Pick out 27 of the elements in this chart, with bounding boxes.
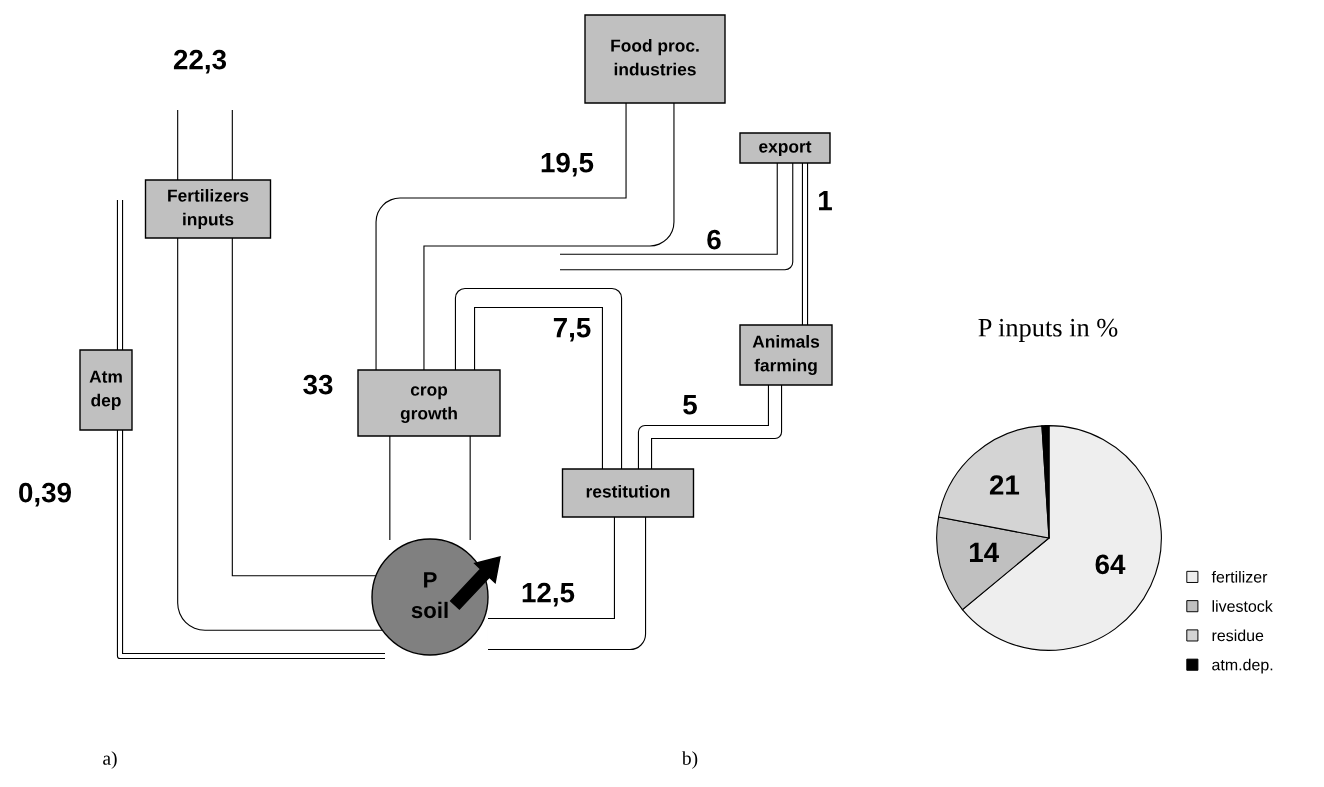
text: 19,5 xyxy=(541,152,594,177)
text: 33 xyxy=(303,374,333,395)
legend-label: residue xyxy=(1212,629,1264,642)
text: P soil xyxy=(411,572,448,619)
text: 22,3 xyxy=(173,49,227,74)
text: 1 xyxy=(819,191,832,211)
chart-title: P inputs in % xyxy=(978,318,1118,342)
text: export xyxy=(759,141,812,157)
text: 0,39 xyxy=(19,482,71,507)
text: Animals farming xyxy=(752,335,820,375)
text: Food proc. industries xyxy=(611,39,699,76)
legend-label: livestock xyxy=(1212,600,1273,612)
data-label: 64 xyxy=(1095,554,1126,575)
text: 5 xyxy=(683,395,697,415)
text: a) xyxy=(103,751,117,769)
text: crop growth xyxy=(400,386,457,423)
text: 6 xyxy=(707,229,721,250)
text: b) xyxy=(681,751,698,769)
text: 7,5 xyxy=(553,318,591,342)
text: Fertilizers inputs xyxy=(168,189,249,229)
text: Atm dep xyxy=(89,370,122,410)
legend-label: atm.dep. xyxy=(1212,658,1273,674)
text: 12,5 xyxy=(522,582,575,607)
legend-label: fertilizer xyxy=(1211,570,1268,583)
text: restitution xyxy=(586,484,670,498)
data-label: 14 xyxy=(969,542,999,562)
data-label: 21 xyxy=(989,475,1020,495)
